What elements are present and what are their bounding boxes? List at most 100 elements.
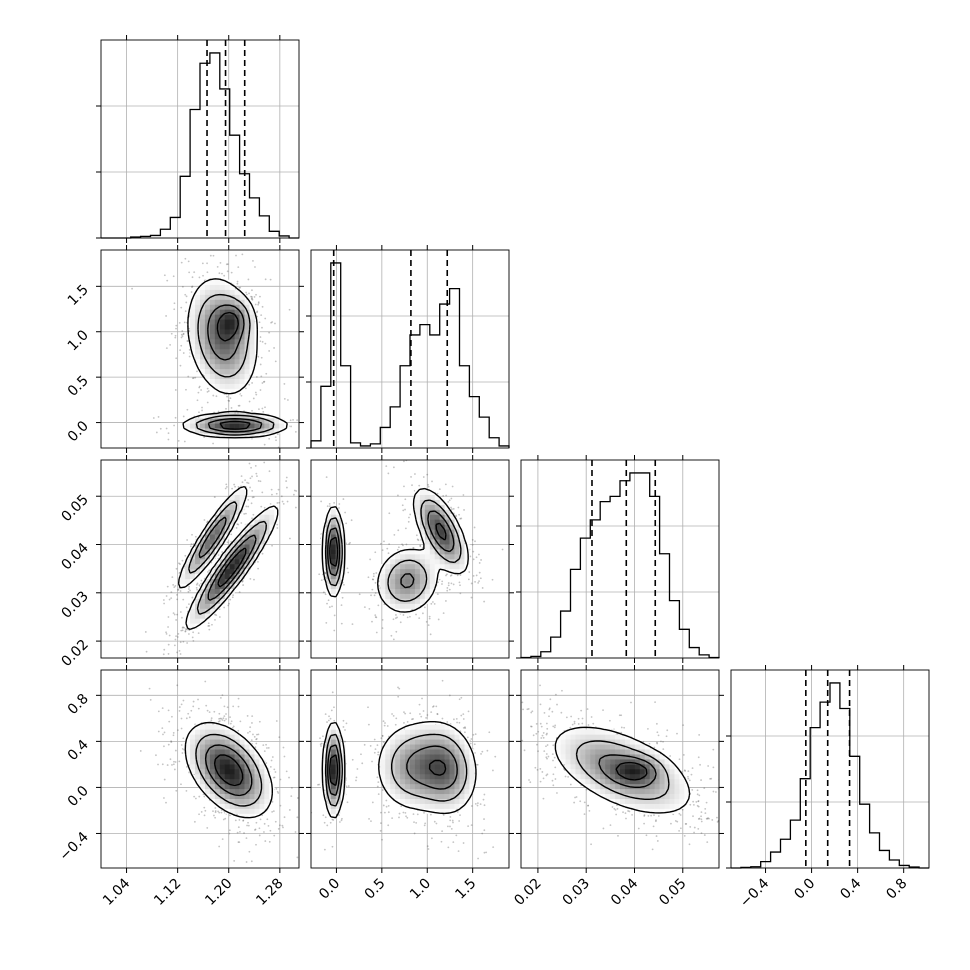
density-cell — [414, 509, 421, 515]
density-cell — [204, 598, 211, 604]
sample-point — [245, 293, 248, 296]
sample-point — [274, 820, 277, 823]
sample-point — [264, 278, 267, 281]
density-cell — [254, 759, 260, 765]
sample-point — [264, 840, 267, 842]
sample-point — [401, 504, 404, 507]
density-cell — [229, 363, 235, 370]
sample-point — [251, 409, 253, 412]
sample-point — [169, 343, 172, 346]
sample-point — [208, 569, 211, 572]
density-cell — [434, 554, 440, 560]
density-cell — [439, 504, 445, 510]
sample-point — [189, 589, 191, 592]
density-cell — [264, 514, 270, 520]
density-cell — [219, 334, 226, 340]
sample-point — [145, 650, 148, 653]
density-cell — [219, 514, 226, 520]
density-cell — [234, 329, 240, 335]
sample-point — [251, 496, 254, 499]
density-cell — [434, 534, 440, 540]
sample-point — [182, 415, 185, 418]
density-cell — [219, 778, 226, 785]
sample-point — [455, 514, 457, 517]
density-cell — [279, 423, 285, 429]
density-cell — [224, 339, 230, 345]
density-cell — [330, 539, 337, 545]
sample-point — [286, 486, 288, 489]
sample-point — [269, 278, 272, 281]
sample-point — [176, 613, 179, 616]
density-cell — [195, 294, 201, 300]
density-cell — [254, 534, 260, 540]
density-cell — [200, 764, 206, 770]
sample-point — [333, 629, 336, 632]
sample-point — [219, 241, 221, 243]
contour-line — [217, 547, 247, 588]
density-cell — [424, 559, 431, 565]
sample-point — [186, 642, 189, 644]
sample-point — [254, 391, 257, 394]
density-cell — [335, 514, 341, 520]
contour-line — [329, 522, 447, 567]
sample-point — [148, 687, 151, 690]
density-cell — [459, 563, 465, 570]
density-cell — [279, 418, 285, 424]
density-cell — [190, 749, 196, 755]
sample-point — [235, 254, 237, 257]
density-cell — [264, 769, 270, 775]
sample-point — [415, 534, 418, 537]
density-cell — [224, 554, 230, 560]
sample-point — [185, 790, 188, 792]
sample-point — [157, 730, 160, 733]
density-cell — [410, 559, 416, 565]
density-cell — [229, 744, 235, 750]
sample-point — [267, 747, 270, 749]
density-cell — [254, 544, 260, 550]
sample-point — [165, 631, 167, 634]
sample-point — [220, 717, 223, 720]
sample-point — [183, 440, 186, 443]
density-cell — [200, 549, 206, 555]
density-cell — [219, 724, 226, 730]
density-cell — [405, 559, 411, 565]
density-cell — [195, 314, 201, 320]
density-cell — [224, 593, 230, 599]
sample-point — [285, 770, 288, 773]
sample-point — [275, 492, 278, 495]
density-cell — [239, 759, 245, 765]
sample-point — [404, 508, 406, 511]
sample-point — [273, 347, 275, 349]
density-cell — [434, 494, 440, 500]
density-cell — [414, 573, 421, 580]
density-cell — [234, 489, 240, 495]
density-cell — [274, 509, 280, 515]
density-cell — [249, 798, 255, 804]
density-cell — [214, 368, 221, 375]
sample-point — [251, 382, 254, 384]
density-cell — [259, 759, 265, 765]
density-cell — [249, 519, 255, 525]
density-cell — [190, 329, 196, 335]
density-cell — [244, 808, 250, 814]
sample-point — [241, 481, 244, 484]
density-cell — [219, 284, 226, 290]
density-cell — [400, 568, 406, 575]
density-cell — [234, 544, 240, 550]
density-cell — [419, 559, 426, 565]
density-cell — [195, 773, 201, 780]
density-cell — [410, 598, 416, 604]
sample-point — [259, 295, 261, 298]
sample-point — [186, 340, 189, 342]
density-cell — [439, 509, 445, 515]
density-cell — [244, 423, 250, 429]
density-cell — [234, 428, 240, 434]
sample-point — [285, 476, 288, 479]
density-cell — [195, 739, 201, 745]
density-cell — [204, 613, 211, 619]
sample-point — [181, 559, 184, 562]
density-cell — [200, 588, 206, 594]
density-cell — [209, 519, 216, 525]
density-cell — [439, 519, 445, 525]
density-cell — [214, 534, 221, 540]
